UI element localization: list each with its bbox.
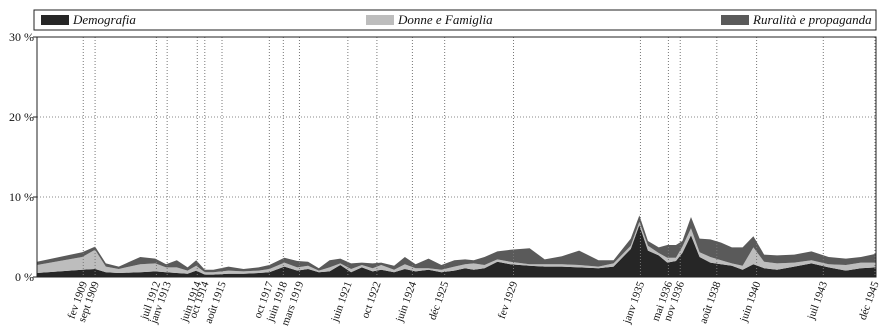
legend-label-donne-e-famiglia: Donne e Famiglia: [397, 12, 493, 27]
y-tick-label: 0 %: [15, 270, 34, 284]
plot-frame: [36, 36, 877, 278]
legend-box: [33, 9, 877, 31]
y-tick-label: 30 %: [9, 30, 34, 44]
grid-layer: [37, 36, 876, 198]
area-layer: [37, 215, 876, 277]
axis-layer: 0 % 10 % 20 % 30 %: [9, 30, 877, 284]
series-area-ruralit-e-propaganda: [37, 215, 876, 273]
event-label: juin 1921: [329, 280, 355, 324]
event-label: oct 1922: [359, 280, 383, 320]
legend-swatch-ruralita: [721, 15, 749, 25]
legend-label-ruralita: Ruralità e propaganda: [752, 12, 872, 27]
legend-swatch-donne-e-famiglia: [366, 15, 394, 25]
event-label: juil 1943: [805, 279, 830, 322]
series-area-demografia: [37, 225, 876, 277]
event-label: janv 1935: [621, 279, 648, 326]
event-label: déc 1945: [857, 279, 882, 321]
y-tick-label: 20 %: [9, 110, 34, 124]
event-label: juin 1924: [393, 279, 419, 324]
event-label: juin 1940: [737, 279, 763, 324]
y-tick-label: 10 %: [9, 190, 34, 204]
series-area-donne-e-famiglia: [37, 221, 876, 275]
event-label: fev 1929: [496, 279, 521, 320]
legend-label-demografia: Demografia: [72, 12, 136, 27]
event-label: déc 1925: [427, 279, 452, 321]
event-label: août 1938: [697, 279, 723, 325]
legend-swatch-demografia: [41, 15, 69, 25]
